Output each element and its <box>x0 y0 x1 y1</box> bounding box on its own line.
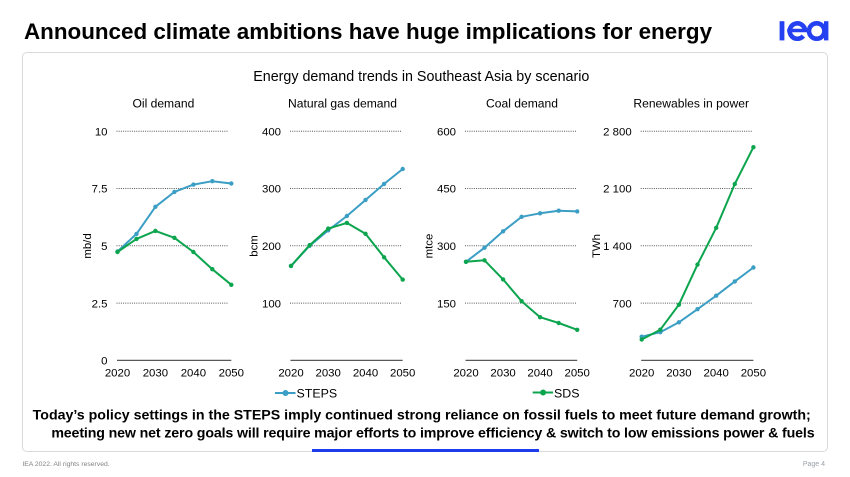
svg-text:Natural gas demand: Natural gas demand <box>288 97 397 111</box>
svg-text:2030: 2030 <box>490 367 515 379</box>
svg-text:1 400: 1 400 <box>603 241 632 253</box>
svg-text:2020: 2020 <box>453 367 478 379</box>
svg-text:2040: 2040 <box>353 367 378 379</box>
svg-text:2050: 2050 <box>741 367 766 379</box>
svg-text:200: 200 <box>262 241 281 253</box>
svg-text:2040: 2040 <box>527 367 552 379</box>
svg-text:2040: 2040 <box>704 367 729 379</box>
svg-text:2020: 2020 <box>629 367 654 379</box>
svg-text:Energy demand trends in Southe: Energy demand trends in Southeast Asia b… <box>253 69 589 85</box>
svg-text:5: 5 <box>101 241 107 253</box>
svg-text:450: 450 <box>437 184 456 196</box>
svg-text:7.5: 7.5 <box>92 184 108 196</box>
svg-text:Coal demand: Coal demand <box>486 97 558 111</box>
svg-text:2040: 2040 <box>181 367 206 379</box>
svg-text:300: 300 <box>437 241 456 253</box>
svg-text:mb/d: mb/d <box>82 233 94 258</box>
svg-text:IEA 2022. All rights reserved.: IEA 2022. All rights reserved. <box>22 461 109 468</box>
svg-text:700: 700 <box>613 298 632 310</box>
svg-text:2 100: 2 100 <box>603 184 632 196</box>
svg-text:2030: 2030 <box>666 367 691 379</box>
svg-text:2050: 2050 <box>390 367 415 379</box>
svg-text:150: 150 <box>437 298 456 310</box>
svg-text:meeting new net zero goals wil: meeting new net zero goals will require … <box>51 426 814 442</box>
svg-text:300: 300 <box>262 184 281 196</box>
svg-text:2030: 2030 <box>143 367 168 379</box>
svg-text:100: 100 <box>262 298 281 310</box>
svg-text:bcm: bcm <box>248 235 260 257</box>
svg-text:2020: 2020 <box>105 367 130 379</box>
svg-text:2 800: 2 800 <box>603 126 632 138</box>
svg-text:2030: 2030 <box>316 367 341 379</box>
svg-text:Today’s policy settings in the: Today’s policy settings in the STEPS imp… <box>33 407 811 423</box>
svg-text:Renewables in power: Renewables in power <box>633 97 749 111</box>
svg-text:400: 400 <box>262 126 281 138</box>
svg-text:10: 10 <box>95 126 108 138</box>
svg-text:mtce: mtce <box>423 234 435 259</box>
svg-text:STEPS: STEPS <box>297 387 338 401</box>
svg-text:2050: 2050 <box>219 367 244 379</box>
svg-text:2020: 2020 <box>278 367 303 379</box>
svg-text:Page 4: Page 4 <box>803 461 825 468</box>
svg-text:Oil demand: Oil demand <box>132 97 194 111</box>
svg-text:TWh: TWh <box>591 234 603 258</box>
svg-text:0: 0 <box>101 356 107 368</box>
svg-text:2050: 2050 <box>565 367 590 379</box>
svg-text:2.5: 2.5 <box>92 298 108 310</box>
svg-text:SDS: SDS <box>554 387 579 401</box>
svg-text:600: 600 <box>437 126 456 138</box>
